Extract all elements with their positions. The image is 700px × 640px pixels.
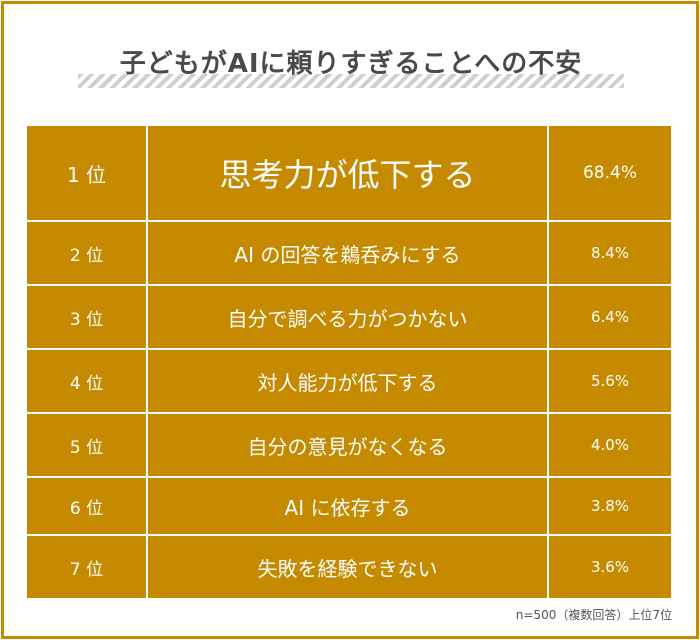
rank-cell: 4 位 [27,350,148,412]
rank-cell: 1 位 [27,126,148,220]
label-cell: AI の回答を鵜呑みにする [148,222,549,284]
table-row: 1 位 思考力が低下する 68.4% [27,126,671,222]
rank-cell: 6 位 [27,478,148,534]
percent-cell: 4.0% [590,436,630,454]
label-cell: 自分の意見がなくなる [148,414,549,476]
title-block: 子どもがAIに頼りすぎることへの不安 [78,44,624,90]
rank-cell: 7 位 [27,536,148,598]
sample-note: n=500（複数回答）上位7位 [515,608,672,622]
label-cell: AI に依存する [148,478,549,534]
table-row: 7 位 失敗を経験できない 3.6% [27,536,671,598]
percent-cell: 3.6% [590,558,630,576]
label-cell: 失敗を経験できない [148,536,549,598]
rank-cell: 3 位 [27,286,148,348]
percent-cell: 3.8% [590,497,630,515]
percent-cell: 5.6% [590,372,630,390]
table-row: 2 位 AI の回答を鵜呑みにする 8.4% [27,222,671,286]
label-cell: 思考力が低下する [148,126,549,220]
label-cell: 自分で調べる力がつかない [148,286,549,348]
table-row: 6 位 AI に依存する 3.8% [27,478,671,536]
percent-cell: 68.4% [582,163,637,183]
ranking-table: 1 位 思考力が低下する 68.4% 2 位 AI の回答を鵜呑みにする 8.4… [27,126,671,598]
percent-cell: 8.4% [590,244,630,262]
rank-cell: 2 位 [27,222,148,284]
label-cell: 対人能力が低下する [148,350,549,412]
title-underline-stripe [78,74,624,88]
table-row: 4 位 対人能力が低下する 5.6% [27,350,671,414]
rank-cell: 5 位 [27,414,148,476]
percent-cell: 6.4% [590,308,630,326]
table-row: 3 位 自分で調べる力がつかない 6.4% [27,286,671,350]
chart-title: 子どもがAIに頼りすぎることへの不安 [119,49,583,79]
table-row: 5 位 自分の意見がなくなる 4.0% [27,414,671,478]
